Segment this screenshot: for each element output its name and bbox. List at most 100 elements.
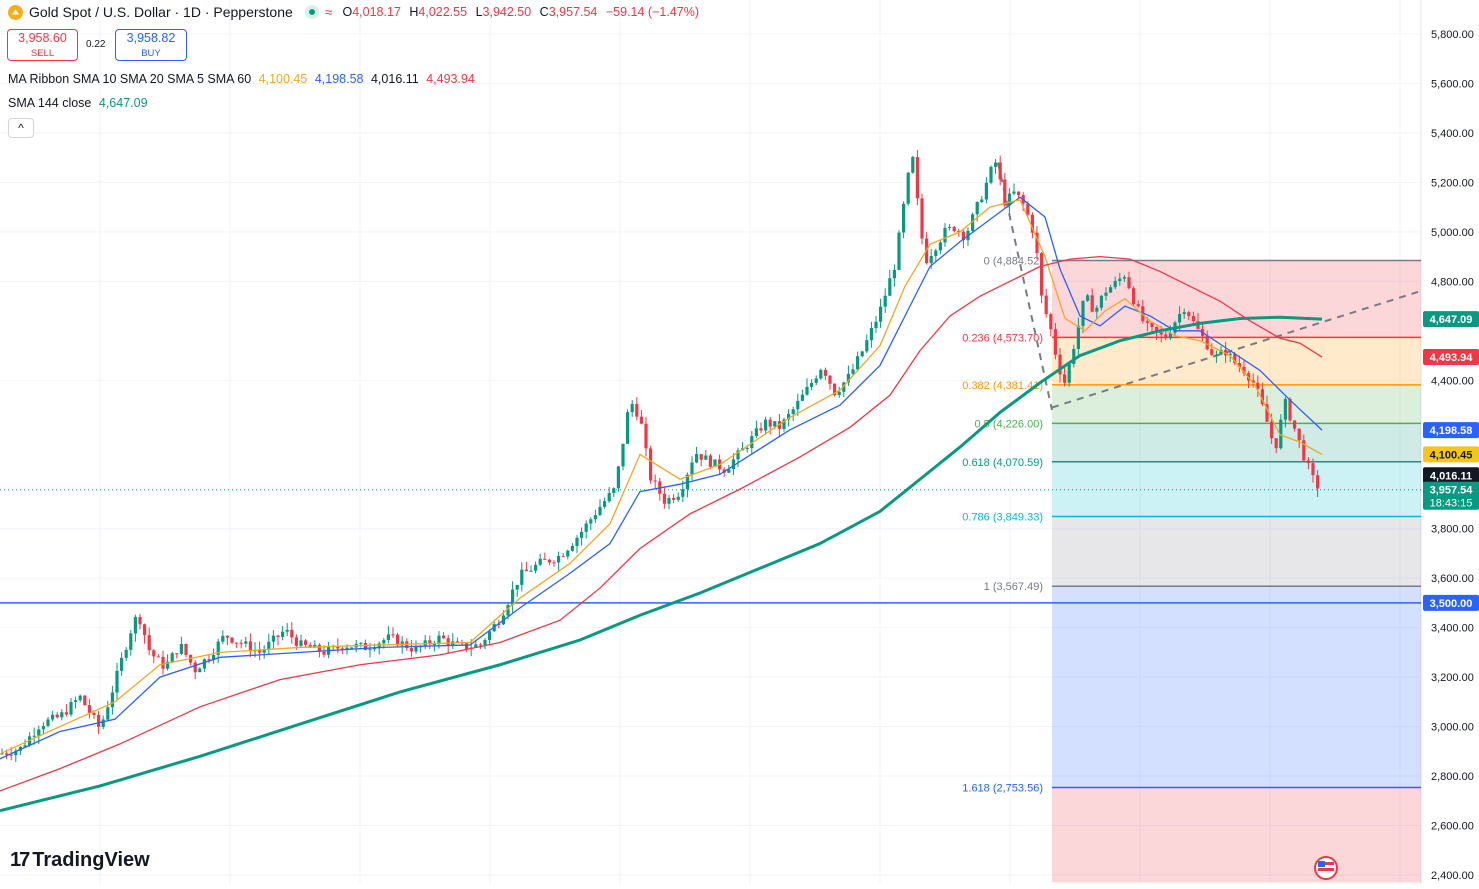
candle-body	[1237, 363, 1241, 367]
candle-body	[37, 729, 41, 736]
candle-body	[860, 351, 864, 357]
candle-body	[124, 649, 128, 658]
buy-button[interactable]: 3,958.82 BUY	[115, 29, 187, 61]
candle-body	[851, 369, 855, 374]
candle-body	[1155, 326, 1159, 333]
candle-body	[432, 644, 436, 646]
y-tick-label: 5,600.00	[1431, 78, 1474, 90]
candle-body	[336, 646, 340, 649]
candle-body	[1159, 332, 1163, 335]
candle-body	[902, 203, 906, 233]
candle-body	[64, 712, 68, 715]
candle-body	[1150, 322, 1154, 327]
candle-body	[874, 321, 878, 329]
candle-body	[1182, 312, 1186, 314]
ma-ribbon-value-sma60: 4,493.94	[426, 72, 475, 86]
candle-body	[101, 719, 105, 727]
candle-body	[147, 635, 151, 651]
candle-body	[1104, 292, 1108, 296]
sma144-label: SMA 144 close	[8, 96, 92, 110]
candle-body	[948, 226, 952, 228]
candle-body	[580, 531, 584, 538]
candle-body	[557, 556, 561, 563]
candle-body	[984, 182, 988, 200]
ohlc-change: −59.14 (−1.47%)	[605, 5, 699, 19]
candle-body	[1081, 300, 1085, 326]
ohlc-close: 3,957.54	[548, 5, 598, 19]
candle-body	[1311, 463, 1315, 476]
candle-body	[1210, 349, 1214, 355]
candle-body	[644, 423, 648, 449]
candle-body	[409, 648, 413, 652]
candle-body	[1132, 288, 1136, 305]
candle-body	[230, 637, 234, 643]
candle-body	[1044, 295, 1048, 315]
candle-body	[74, 700, 78, 703]
candle-body	[106, 707, 110, 720]
candle-body	[1003, 179, 1007, 206]
candle-body	[1265, 404, 1269, 422]
candle-body	[1297, 428, 1301, 441]
candle-body	[55, 714, 59, 718]
candle-body	[773, 421, 777, 427]
candle-body	[980, 199, 984, 202]
candle-body	[635, 403, 639, 417]
candle-body	[768, 419, 772, 427]
fib-zone	[1052, 461, 1421, 517]
candle-body	[1288, 399, 1292, 421]
sma144-legend[interactable]: SMA 144 close 4,647.09	[8, 96, 152, 110]
candle-body	[1099, 295, 1103, 308]
candle-body	[612, 488, 616, 494]
candle-body	[1040, 253, 1044, 296]
symbol-header[interactable]: Gold Spot / U.S. Dollar · 1D · Peppersto…	[8, 4, 704, 20]
candle-body	[83, 695, 87, 706]
symbol-title[interactable]: Gold Spot / U.S. Dollar · 1D · Peppersto…	[29, 4, 293, 20]
tradingview-logo-text: TradingView	[32, 849, 150, 871]
candle-body	[1095, 307, 1099, 312]
candle-body	[202, 659, 206, 669]
candle-body	[1145, 321, 1149, 323]
candle-body	[396, 634, 400, 646]
candle-body	[193, 662, 197, 673]
price-tag-bg	[1423, 311, 1479, 328]
candle-body	[239, 642, 243, 644]
candle-body	[998, 162, 1002, 180]
candle-body	[97, 714, 101, 727]
candle-body	[442, 635, 446, 639]
candle-body	[929, 255, 933, 264]
candle-body	[897, 232, 901, 270]
moving-average-line	[0, 196, 1323, 760]
price-tag-bg	[1423, 446, 1479, 463]
fib-zone	[1052, 337, 1421, 385]
ma-ribbon-legend[interactable]: MA Ribbon SMA 10 SMA 20 SMA 5 SMA 60 4,1…	[8, 72, 479, 86]
candle-body	[1178, 313, 1182, 323]
candle-body	[1118, 278, 1122, 281]
candle-body	[14, 750, 18, 756]
collapse-legend-button[interactable]: ^	[8, 118, 34, 138]
candle-body	[1058, 354, 1062, 375]
candle-body	[566, 550, 570, 557]
candle-body	[547, 559, 551, 563]
sell-button[interactable]: 3,958.60 SELL	[7, 29, 78, 61]
candle-body	[593, 515, 597, 520]
candle-body	[796, 400, 800, 410]
candle-body	[359, 642, 363, 644]
candle-body	[428, 640, 432, 645]
candle-body	[129, 633, 133, 650]
candle-body	[497, 624, 501, 626]
fib-level-label: 0.618 (4,070.59)	[962, 457, 1043, 469]
candle-body	[810, 382, 814, 387]
candle-body	[69, 702, 73, 715]
candle-body	[115, 670, 119, 693]
candle-body	[782, 419, 786, 429]
candle-body	[143, 624, 147, 636]
candle-body	[994, 162, 998, 167]
candle-body	[1293, 420, 1297, 429]
price-tag: 4,198.58	[1430, 425, 1473, 437]
candle-body	[828, 375, 832, 384]
candle-body	[653, 480, 657, 482]
candle-body	[989, 166, 993, 183]
current-price-tag: 3,957.54	[1430, 485, 1474, 497]
